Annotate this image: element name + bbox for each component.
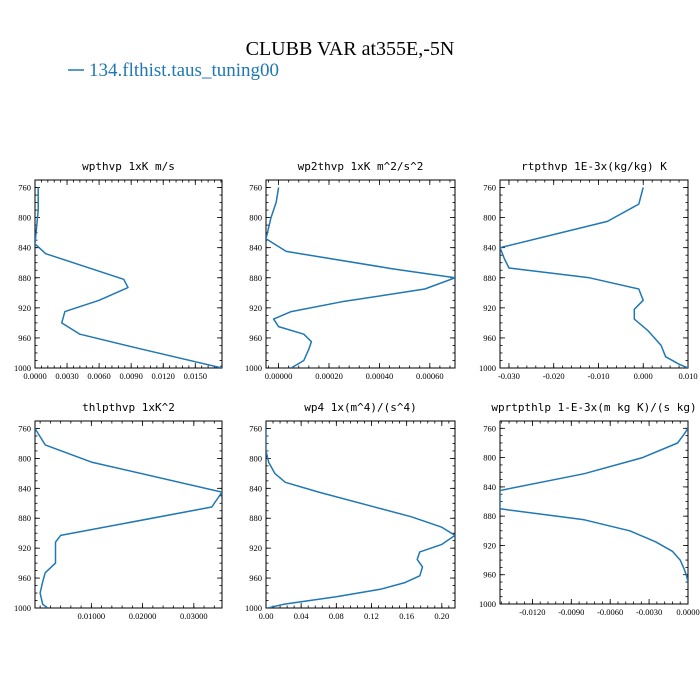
y-tick-label: 1000 [245,363,262,373]
series-line [500,187,688,368]
y-tick-label: 960 [483,570,496,580]
x-tick-label: 0.0030 [55,371,78,381]
y-tick-label: 840 [249,243,262,253]
y-tick-label: 960 [18,333,31,343]
series-line [266,187,455,368]
panel-title: wp2thvp 1xK m^2/s^2 [298,160,424,173]
x-tick-label: 0.010 [678,371,697,381]
y-tick-label: 1000 [479,599,496,609]
panel-3: rtpthvp 1E-3x(kg/kg) K 760 800 840 880 920 960… [479,160,698,381]
y-tick-label: 960 [249,333,262,343]
panel-2: wp2thvp 1xK m^2/s^2 760 800 840 880 920 960 100… [245,160,456,381]
x-tick-label: 0.08 [329,611,344,621]
x-tick-label: -0.0030 [636,607,662,617]
series-line [35,187,222,368]
y-tick-label: 800 [483,213,496,223]
y-tick-label: 840 [483,482,496,492]
y-tick-label: 920 [483,540,496,550]
axis-frame [34,179,223,369]
y-tick-label: 880 [249,273,262,283]
y-tick-label: 800 [249,453,262,463]
y-tick-label: 960 [483,333,496,343]
x-tick-label: 0.03000 [180,611,208,621]
y-tick-label: 1000 [14,603,31,613]
x-tick-label: 0.01000 [78,611,106,621]
x-tick-label: 0.04 [294,611,310,621]
x-tick-label: 0.0150 [184,371,207,381]
y-tick-label: 760 [18,183,31,193]
panel-title: wpthvp 1xK m/s [82,160,175,173]
series-line [266,428,455,608]
x-tick-label: -0.0090 [558,607,584,617]
x-tick-label: -0.030 [498,371,520,381]
x-tick-label: -0.010 [587,371,609,381]
panel-title: thlpthvp 1xK^2 [82,401,175,414]
x-tick-label: 0.00020 [315,371,343,381]
x-tick-label: 0.00060 [416,371,444,381]
axis-frame [499,420,689,605]
panel-grid: wpthvp 1xK m/s76080084088092096010000.00… [14,160,700,621]
panel-title: wprtpthlp 1-E-3x(m kg K)/(s kg) [491,401,696,414]
y-tick-label: 920 [483,303,496,313]
y-tick-label: 1000 [245,603,262,613]
y-tick-label: 800 [18,213,31,223]
x-tick-label: 0.0060 [87,371,110,381]
y-tick-label: 920 [249,543,262,553]
x-tick-label: 0.0000 [23,371,46,381]
y-tick-label: 960 [18,573,31,583]
x-tick-label: -0.0060 [597,607,623,617]
x-tick-label: 0.00 [259,611,274,621]
x-tick-label: 0.20 [434,611,449,621]
y-tick-label: 880 [18,273,31,283]
y-tick-label: 1000 [14,363,31,373]
x-tick-label: 0.12 [364,611,379,621]
y-tick-label: 960 [249,573,262,583]
y-tick-label: 880 [18,513,31,523]
y-tick-label: 800 [483,453,496,463]
y-tick-label: 760 [249,423,262,433]
panel-6: wprtpthlp 1-E-3x(m kg K)/(s kg) 760 800 840… [479,401,700,617]
legend-label: 134.flthist.taus_tuning00 [89,60,279,81]
panel-title: wp4 1x(m^4)/(s^4) [304,401,417,414]
x-tick-label: 0.0120 [152,371,175,381]
panel-1: wpthvp 1xK m/s76080084088092096010000.00… [14,160,223,381]
y-tick-label: 880 [483,511,496,521]
x-tick-label: -0.0120 [519,607,545,617]
y-tick-label: 880 [249,513,262,523]
y-tick-label: 840 [18,483,31,493]
y-tick-label: 800 [249,213,262,223]
x-tick-label: 0.0090 [119,371,142,381]
y-tick-label: 880 [483,273,496,283]
y-tick-label: 800 [18,453,31,463]
panel-5: wp4 1x(m^4)/(s^4)76080084088092096010000… [245,401,456,621]
y-tick-label: 760 [18,423,31,433]
y-tick-label: 760 [249,183,262,193]
y-tick-label: 920 [18,543,31,553]
axis-frame [265,179,456,369]
series-line [35,428,222,608]
x-tick-label: 0.000 [634,371,653,381]
panel-title: rtpthvp 1E-3x(kg/kg) K [521,160,667,173]
y-tick-label: 840 [18,243,31,253]
y-tick-label: 760 [483,183,496,193]
y-tick-label: 920 [249,303,262,313]
x-tick-label: 0.16 [399,611,414,621]
chart-title: CLUBB VAR at355E,-5N [246,38,455,60]
x-tick-label: 0.00040 [366,371,394,381]
panel-4: thlpthvp 1xK^2 760 800 840 880 920 960 1000 0.01… [14,401,223,621]
series-line [500,427,688,583]
y-tick-label: 840 [249,483,262,493]
axis-frame [265,420,456,609]
x-tick-label: 0.02000 [129,611,157,621]
x-tick-label: 0.0000 [676,607,699,617]
x-tick-label: 0.00000 [265,371,293,381]
axis-frame [499,179,689,369]
y-tick-label: 760 [483,423,496,433]
x-tick-label: -0.020 [543,371,565,381]
axis-frame [34,420,223,609]
y-tick-label: 920 [18,303,31,313]
y-tick-label: 1000 [479,363,496,373]
y-tick-label: 840 [483,243,496,253]
